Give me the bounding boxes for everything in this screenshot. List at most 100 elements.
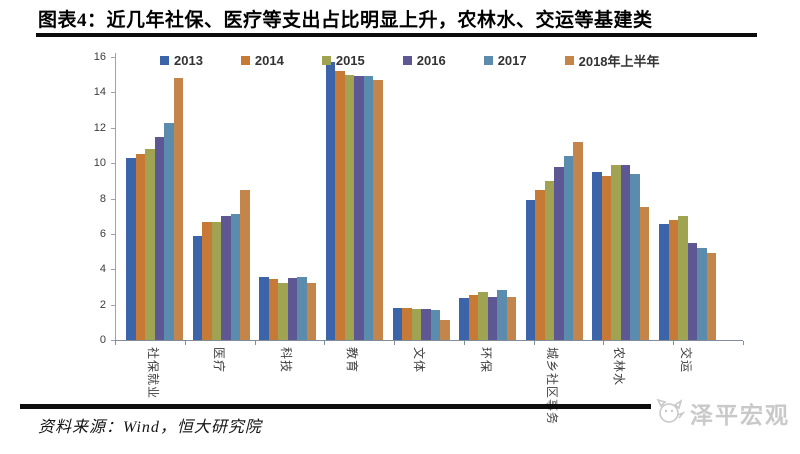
y-axis-tick-mark bbox=[111, 92, 115, 94]
x-axis-category-label: 教育 bbox=[345, 347, 360, 374]
x-axis-line bbox=[115, 340, 743, 341]
bar-group bbox=[659, 216, 716, 340]
bar bbox=[487, 296, 498, 340]
x-axis-tick-mark bbox=[533, 341, 535, 345]
legend-item: 2013 bbox=[160, 53, 203, 68]
y-axis-tick-label: 4 bbox=[99, 263, 106, 276]
y-axis-tick-label: 2 bbox=[99, 298, 106, 311]
legend-swatch bbox=[321, 56, 331, 65]
bar bbox=[363, 76, 374, 340]
legend-item: 2017 bbox=[483, 53, 527, 68]
bar bbox=[421, 309, 431, 340]
x-axis-tick-mark bbox=[324, 341, 326, 345]
bar bbox=[373, 80, 383, 340]
bar bbox=[154, 136, 164, 340]
y-axis-tick-label: 16 bbox=[93, 51, 106, 63]
x-axis-category-label: 交运 bbox=[678, 347, 693, 374]
legend-label: 2018年上半年 bbox=[578, 54, 660, 69]
plot-area bbox=[116, 57, 742, 340]
bar bbox=[202, 221, 212, 340]
footer-divider bbox=[20, 404, 757, 409]
legend-item: 2018年上半年 bbox=[564, 51, 660, 70]
bar-group bbox=[325, 62, 383, 340]
x-axis-category-label: 医疗 bbox=[212, 347, 227, 374]
bar bbox=[145, 148, 155, 340]
bar bbox=[563, 156, 574, 340]
y-axis-tick-mark bbox=[111, 304, 115, 306]
bar bbox=[525, 200, 536, 340]
bar bbox=[211, 221, 222, 340]
y-axis-tick-label: 0 bbox=[99, 334, 106, 346]
bar-group bbox=[192, 189, 250, 340]
bar bbox=[620, 164, 631, 340]
y-axis-line bbox=[115, 53, 116, 340]
x-axis-category-label: 文体 bbox=[412, 347, 426, 374]
x-axis-category-label: 环保 bbox=[478, 347, 493, 374]
x-axis-category-label: 科技 bbox=[278, 347, 293, 374]
bar bbox=[459, 297, 469, 340]
bar bbox=[344, 74, 355, 340]
y-axis-tick-label: 12 bbox=[93, 121, 106, 134]
bar bbox=[639, 207, 650, 340]
x-axis-tick-mark bbox=[743, 341, 744, 345]
chart-title: 图表4：近几年社保、医疗等支出占比明显上升，农林水、交运等基建类 bbox=[38, 10, 653, 31]
legend-swatch bbox=[564, 56, 574, 65]
y-axis-tick-mark bbox=[111, 233, 115, 235]
bar bbox=[440, 319, 450, 340]
bar bbox=[221, 216, 231, 340]
legend-item: 2016 bbox=[402, 53, 446, 68]
bar bbox=[554, 166, 564, 340]
y-axis-tick-label: 14 bbox=[93, 86, 106, 99]
bar bbox=[668, 219, 678, 340]
y-axis-tick-mark bbox=[111, 127, 115, 129]
bar bbox=[402, 308, 412, 340]
bar bbox=[497, 289, 507, 340]
bar bbox=[611, 164, 621, 340]
title-divider bbox=[36, 33, 757, 37]
bar bbox=[630, 173, 640, 340]
x-axis-tick-mark bbox=[603, 341, 605, 345]
x-axis-category-label: 农林水 bbox=[611, 347, 626, 387]
bar bbox=[468, 294, 479, 340]
legend-swatch bbox=[160, 56, 169, 65]
x-axis-tick-mark bbox=[254, 341, 256, 345]
x-axis-tick-mark bbox=[394, 341, 396, 345]
bar bbox=[287, 278, 298, 340]
watermark-text: 泽平宏观 bbox=[690, 403, 790, 428]
bar bbox=[392, 308, 402, 340]
x-axis-tick-mark bbox=[115, 341, 116, 345]
y-axis-tick-label: 8 bbox=[99, 192, 106, 205]
legend: 2013 2014 2015 2016 2017 2018年上半年 bbox=[160, 51, 660, 70]
brand-watermark: 泽平宏观 bbox=[651, 394, 794, 432]
x-axis-tick-mark bbox=[673, 341, 675, 345]
bar bbox=[126, 157, 136, 340]
bar-group bbox=[259, 277, 317, 340]
x-axis-tick-mark bbox=[463, 341, 465, 345]
bar bbox=[411, 309, 421, 340]
bar bbox=[259, 277, 269, 340]
bar bbox=[354, 75, 364, 340]
bar bbox=[601, 175, 612, 340]
bar bbox=[230, 214, 241, 340]
legend-label: 2017 bbox=[497, 53, 527, 68]
bar bbox=[506, 296, 517, 340]
legend-label: 2013 bbox=[174, 53, 203, 68]
y-axis-tick-mark bbox=[111, 198, 115, 200]
bar bbox=[306, 282, 317, 340]
bar bbox=[297, 277, 307, 340]
x-axis-category-label: 城乡社区事务 bbox=[545, 347, 560, 426]
bar-group bbox=[459, 289, 517, 340]
y-axis-tick-label: 10 bbox=[93, 157, 106, 170]
bar bbox=[135, 154, 145, 340]
legend-swatch bbox=[240, 56, 250, 65]
y-axis-tick-mark bbox=[111, 269, 115, 271]
bar bbox=[478, 292, 488, 340]
bar bbox=[240, 189, 250, 340]
bar bbox=[325, 62, 336, 340]
bar bbox=[268, 278, 279, 340]
source-note: 资料来源：Wind，恒大研究院 bbox=[38, 419, 262, 436]
y-axis-tick-mark bbox=[111, 163, 115, 165]
bar bbox=[335, 71, 345, 340]
cat-face-icon bbox=[655, 397, 686, 430]
